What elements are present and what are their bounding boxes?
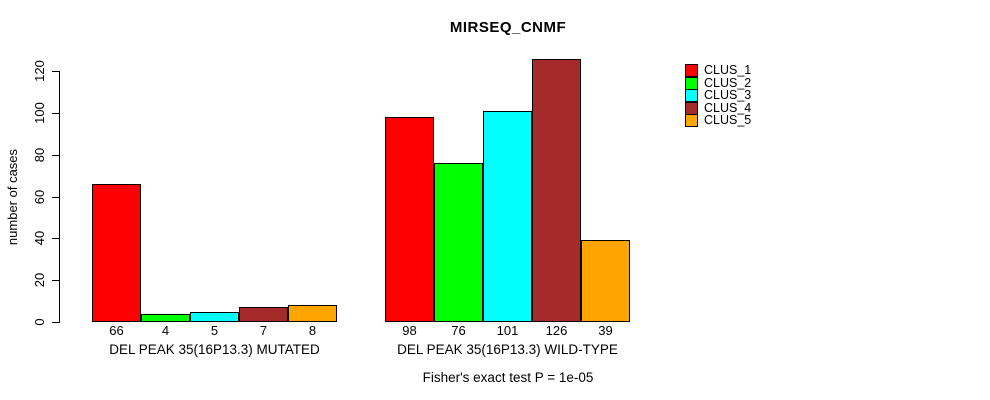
legend-label: CLUS_5 — [704, 113, 752, 127]
y-tick-label: 40 — [32, 231, 47, 246]
y-tick-label: 120 — [32, 60, 47, 83]
legend-swatch-clus_4 — [685, 101, 698, 115]
y-tick-mark — [52, 238, 59, 240]
y-tick-mark — [52, 280, 59, 282]
y-tick-mark — [52, 71, 59, 73]
bar-value-label: 5 — [210, 323, 219, 338]
y-tick-mark — [52, 196, 59, 198]
y-axis-line — [59, 71, 60, 323]
legend-swatch-clus_5 — [685, 114, 698, 127]
legend-swatch-clus_3 — [685, 89, 698, 102]
legend-swatch-clus_2 — [685, 76, 698, 90]
y-tick-label: 100 — [32, 102, 47, 124]
legend-label: CLUS_4 — [704, 100, 752, 115]
bar-clus_4 — [532, 58, 581, 322]
bar-value-label: 7 — [259, 323, 268, 338]
legend: CLUS_1 CLUS_2 CLUS_3 CLUS_4 CLUS_5 — [685, 64, 805, 134]
group-label: DEL PEAK 35(16P13.3) WILD-TYPE — [397, 342, 618, 357]
bar-value-label: 76 — [451, 323, 466, 338]
bar-clus_2 — [434, 163, 483, 322]
legend-row: CLUS_5 — [685, 114, 751, 127]
legend-label: CLUS_2 — [704, 75, 752, 90]
bar-clus_5 — [581, 240, 630, 322]
bar-clus_3 — [190, 311, 239, 322]
bar-value-label: 98 — [402, 323, 417, 338]
bar-clus_1 — [92, 184, 141, 322]
bar-clus_1 — [385, 117, 434, 322]
y-tick-label: 20 — [32, 272, 47, 288]
bar-clus_2 — [141, 313, 190, 322]
y-tick-label: 0 — [32, 318, 47, 326]
bar-value-label: 126 — [545, 323, 568, 338]
y-tick-mark — [52, 113, 59, 114]
legend-swatch-clus_1 — [685, 64, 698, 77]
bar-value-label: 39 — [598, 323, 613, 338]
bar-value-label: 4 — [161, 323, 170, 338]
legend-label: CLUS_3 — [704, 88, 752, 102]
bar-value-label: 101 — [496, 323, 519, 338]
legend-label: CLUS_1 — [704, 63, 752, 77]
y-tick-label: 80 — [32, 147, 47, 163]
bar-clus_3 — [483, 110, 532, 322]
y-tick-label: 60 — [32, 189, 47, 204]
bar-value-label: 8 — [308, 323, 317, 338]
group-label: DEL PEAK 35(16P13.3) MUTATED — [109, 342, 320, 357]
y-axis-title: number of cases — [5, 148, 20, 246]
y-tick-mark — [52, 154, 59, 156]
legend-row: CLUS_1 — [685, 64, 751, 77]
bar-clus_5 — [288, 305, 337, 322]
bar-value-label: 66 — [109, 323, 124, 338]
chart-title: MIRSEQ_CNMF — [449, 19, 567, 36]
bar-clus_4 — [239, 307, 288, 322]
subtitle-fisher-test: Fisher's exact test P = 1e-05 — [422, 370, 594, 385]
y-tick-mark — [52, 322, 59, 323]
